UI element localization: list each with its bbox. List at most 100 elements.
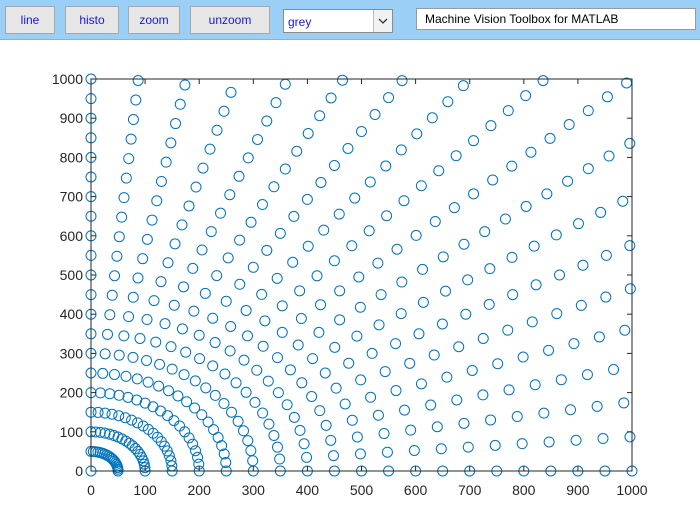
y-tick-label: 100: [60, 424, 84, 440]
data-point: [320, 419, 332, 431]
data-point: [151, 195, 163, 207]
data-point: [141, 354, 153, 366]
data-point: [192, 451, 204, 463]
data-point: [353, 271, 365, 283]
data-point: [225, 321, 237, 333]
data-point: [417, 263, 429, 275]
data-point: [537, 75, 549, 87]
data-point: [181, 396, 193, 408]
colormap-select[interactable]: grey: [283, 9, 393, 33]
unzoom-button[interactable]: unzoom: [190, 6, 270, 34]
data-point: [155, 405, 167, 417]
data-point: [369, 109, 381, 121]
data-point: [544, 132, 556, 144]
data-point: [168, 415, 180, 427]
data-point: [411, 128, 423, 140]
data-point: [141, 314, 153, 326]
data-point: [295, 313, 307, 325]
data-point: [187, 438, 199, 450]
data-point: [205, 226, 217, 238]
data-point: [270, 97, 282, 109]
data-point: [190, 445, 202, 457]
data-point: [189, 402, 201, 414]
data-point: [287, 256, 299, 268]
data-point: [395, 144, 407, 156]
line-button[interactable]: line: [5, 6, 55, 34]
data-point: [155, 276, 167, 288]
data-point: [113, 410, 125, 422]
data-point: [378, 428, 390, 440]
data-point: [333, 208, 345, 220]
data-point: [337, 74, 349, 86]
data-point: [256, 199, 268, 211]
data-point: [220, 295, 232, 307]
data-point: [608, 364, 620, 376]
data-point: [226, 406, 238, 418]
data-point: [249, 396, 261, 408]
data-point: [220, 456, 232, 468]
data-point: [194, 353, 206, 365]
histo-button[interactable]: histo: [65, 6, 119, 34]
data-point: [102, 328, 114, 340]
data-point: [113, 349, 125, 361]
data-point: [575, 299, 587, 311]
data-point: [334, 314, 346, 326]
data-point: [302, 240, 314, 252]
data-point: [351, 330, 363, 342]
data-point: [147, 401, 159, 413]
data-point: [624, 431, 636, 443]
data-point: [222, 252, 234, 264]
data-point: [224, 189, 236, 201]
data-point: [364, 176, 376, 188]
data-point: [328, 450, 340, 462]
data-point: [601, 91, 613, 103]
data-point: [325, 434, 337, 446]
data-point: [325, 92, 337, 104]
data-point: [334, 285, 346, 297]
data-point: [162, 257, 174, 269]
data-point: [582, 163, 594, 175]
data-point: [238, 425, 250, 437]
zoom-button[interactable]: zoom: [128, 6, 180, 34]
data-point: [104, 428, 116, 440]
data-point: [268, 181, 280, 193]
data-point: [268, 429, 280, 441]
data-point: [211, 270, 223, 282]
y-axis-ticks: 0 100 200 300 400 500 600 700 800 900 1000: [52, 71, 632, 479]
data-point: [281, 399, 293, 411]
data-point: [458, 238, 470, 250]
data-point: [240, 304, 252, 316]
data-point: [555, 374, 567, 386]
data-point: [127, 114, 139, 126]
data-point: [218, 105, 230, 117]
data-point: [319, 367, 331, 379]
data-point: [306, 390, 318, 402]
data-point: [97, 367, 109, 379]
data-point: [433, 165, 445, 177]
data-point: [119, 412, 131, 424]
data-point: [162, 410, 174, 422]
data-point: [520, 200, 532, 212]
x-tick-label: 100: [133, 482, 157, 498]
data-point: [302, 127, 314, 139]
data-point: [346, 414, 358, 426]
data-point: [479, 226, 491, 238]
data-point: [163, 385, 175, 397]
data-point: [165, 137, 177, 149]
data-point: [132, 272, 144, 284]
data-point: [126, 440, 138, 452]
chevron-down-icon[interactable]: [373, 10, 392, 32]
data-point: [597, 433, 609, 445]
data-point: [314, 405, 326, 417]
data-point: [126, 414, 138, 426]
data-point: [581, 369, 593, 381]
data-point: [123, 437, 135, 449]
data-point: [405, 424, 417, 436]
data-point: [155, 175, 167, 187]
data-point: [396, 75, 408, 87]
data-point: [142, 376, 154, 388]
y-tick-label: 200: [60, 385, 84, 401]
data-point: [477, 389, 489, 401]
data-point: [94, 426, 106, 438]
